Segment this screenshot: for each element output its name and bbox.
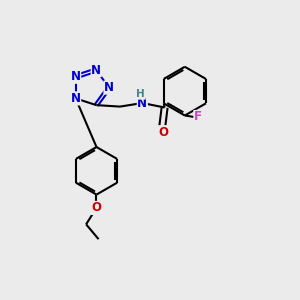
Text: H: H [136, 89, 145, 99]
Text: F: F [194, 110, 202, 124]
Text: N: N [104, 81, 114, 94]
Text: N: N [137, 97, 147, 110]
Text: N: N [91, 64, 101, 76]
Text: N: N [70, 70, 81, 83]
Text: O: O [92, 202, 101, 214]
Text: O: O [159, 126, 169, 139]
Text: N: N [70, 92, 81, 105]
